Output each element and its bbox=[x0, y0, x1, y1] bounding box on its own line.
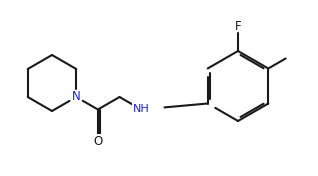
Text: NH: NH bbox=[133, 105, 149, 115]
Text: O: O bbox=[93, 135, 102, 148]
Text: N: N bbox=[72, 90, 81, 103]
Text: F: F bbox=[235, 20, 241, 33]
